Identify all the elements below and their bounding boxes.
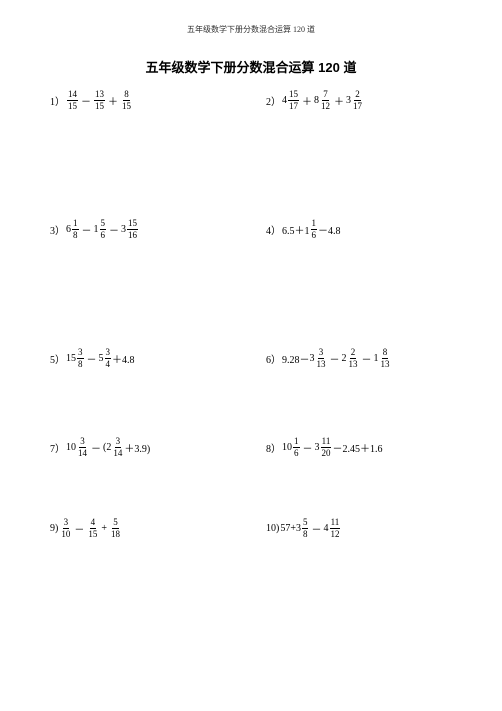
operator-plus: ＋ [302, 93, 312, 108]
operator-minus: － [311, 521, 321, 536]
expression-tail: ＋3.9) [124, 440, 150, 455]
problem-row: 3） 618 － 156 － 31516 4） 6.5＋116 －4.8 [50, 219, 462, 240]
problem-number: 1） [50, 93, 65, 108]
problem-number: 5） [50, 351, 65, 366]
mixed-fraction: 1538 [66, 348, 85, 369]
operator-minus: － [330, 351, 340, 366]
mixed-fraction: 2213 [342, 348, 360, 369]
expression-tail: －2.45＋1.6 [333, 440, 383, 455]
problem-number: 3） [50, 222, 65, 237]
operator-minus: － [91, 440, 101, 455]
mixed-fraction: 3217 [346, 90, 364, 111]
mixed-fraction: 10314 [66, 437, 89, 458]
problem-6: 6） 9.28－ 3313 － 2213 － 1813 [246, 348, 462, 369]
problem-number: 9) [50, 523, 58, 534]
expression-tail: －4.8 [318, 222, 341, 237]
operator-minus: － [87, 351, 97, 366]
expression-tail: ＋4.8 [112, 351, 135, 366]
operator-minus: － [82, 222, 92, 237]
page-header: 五年级数学下册分数混合运算 120 道 [0, 0, 502, 35]
expression-head: 9.28－ [282, 351, 310, 366]
problem-number: 8） [266, 440, 281, 455]
mixed-fraction: 1813 [374, 348, 392, 369]
problem-7: 7） 10314 － (2314 ＋3.9) [50, 437, 246, 458]
problem-number: 10) [266, 523, 279, 534]
mixed-fraction: 41112 [323, 518, 341, 539]
fraction: 1315 [94, 90, 105, 111]
mixed-fraction: 358 [296, 518, 310, 539]
problem-row: 9) 310 － 415 + 518 10) 57+ 358 － 41112 [50, 518, 462, 539]
problem-4: 4） 6.5＋116 －4.8 [246, 219, 462, 240]
problem-9: 9) 310 － 415 + 518 [50, 518, 246, 539]
problem-3: 3） 618 － 156 － 31516 [50, 219, 246, 240]
problem-number: 7） [50, 440, 65, 455]
mixed-fraction: (2314 [103, 437, 124, 458]
operator-minus: － [81, 93, 91, 108]
problem-row: 7） 10314 － (2314 ＋3.9) 8） 1016 － 31120 －… [50, 437, 462, 458]
operator-minus: － [362, 351, 372, 366]
operator-minus: － [303, 440, 313, 455]
operator-minus: － [109, 222, 119, 237]
mixed-fraction: 41517 [282, 90, 300, 111]
operator-plus: ＋ [108, 93, 118, 108]
problem-number: 6） [266, 351, 281, 366]
problem-number: 4） [266, 222, 281, 237]
mixed-fraction: 534 [99, 348, 113, 369]
fraction: 1415 [67, 90, 78, 111]
problem-row: 1） 1415 － 1315 ＋ 815 2） 41517 ＋ 8712 ＋ 3… [50, 90, 462, 111]
mixed-fraction: 31120 [315, 437, 333, 458]
mixed-fraction: 156 [94, 219, 108, 240]
mixed-fraction: 3313 [310, 348, 328, 369]
mixed-fraction: 1016 [282, 437, 301, 458]
mixed-fraction: 618 [66, 219, 80, 240]
problem-8: 8） 1016 － 31120 －2.45＋1.6 [246, 437, 462, 458]
mixed-fraction: 31516 [121, 219, 139, 240]
mixed-fraction: 8712 [314, 90, 332, 111]
main-title: 五年级数学下册分数混合运算 120 道 [0, 57, 502, 76]
operator-plus: + [101, 523, 107, 534]
fraction: 518 [110, 518, 121, 539]
problem-row: 5） 1538 － 534 ＋4.8 6） 9.28－ 3313 － 2213 … [50, 348, 462, 369]
fraction: 815 [121, 90, 132, 111]
problem-10: 10) 57+ 358 － 41112 [246, 518, 462, 539]
problem-5: 5） 1538 － 534 ＋4.8 [50, 348, 246, 369]
fraction: 415 [87, 518, 98, 539]
problem-2: 2） 41517 ＋ 8712 ＋ 3217 [246, 90, 462, 111]
fraction: 310 [60, 518, 71, 539]
problem-1: 1） 1415 － 1315 ＋ 815 [50, 90, 246, 111]
problems-container: 1） 1415 － 1315 ＋ 815 2） 41517 ＋ 8712 ＋ 3… [0, 76, 502, 539]
expression-head: 57+ [280, 523, 296, 534]
operator-minus: － [74, 521, 84, 536]
problem-number: 2） [266, 93, 281, 108]
mixed-fraction: 6.5＋116 [282, 219, 318, 240]
operator-plus: ＋ [334, 93, 344, 108]
